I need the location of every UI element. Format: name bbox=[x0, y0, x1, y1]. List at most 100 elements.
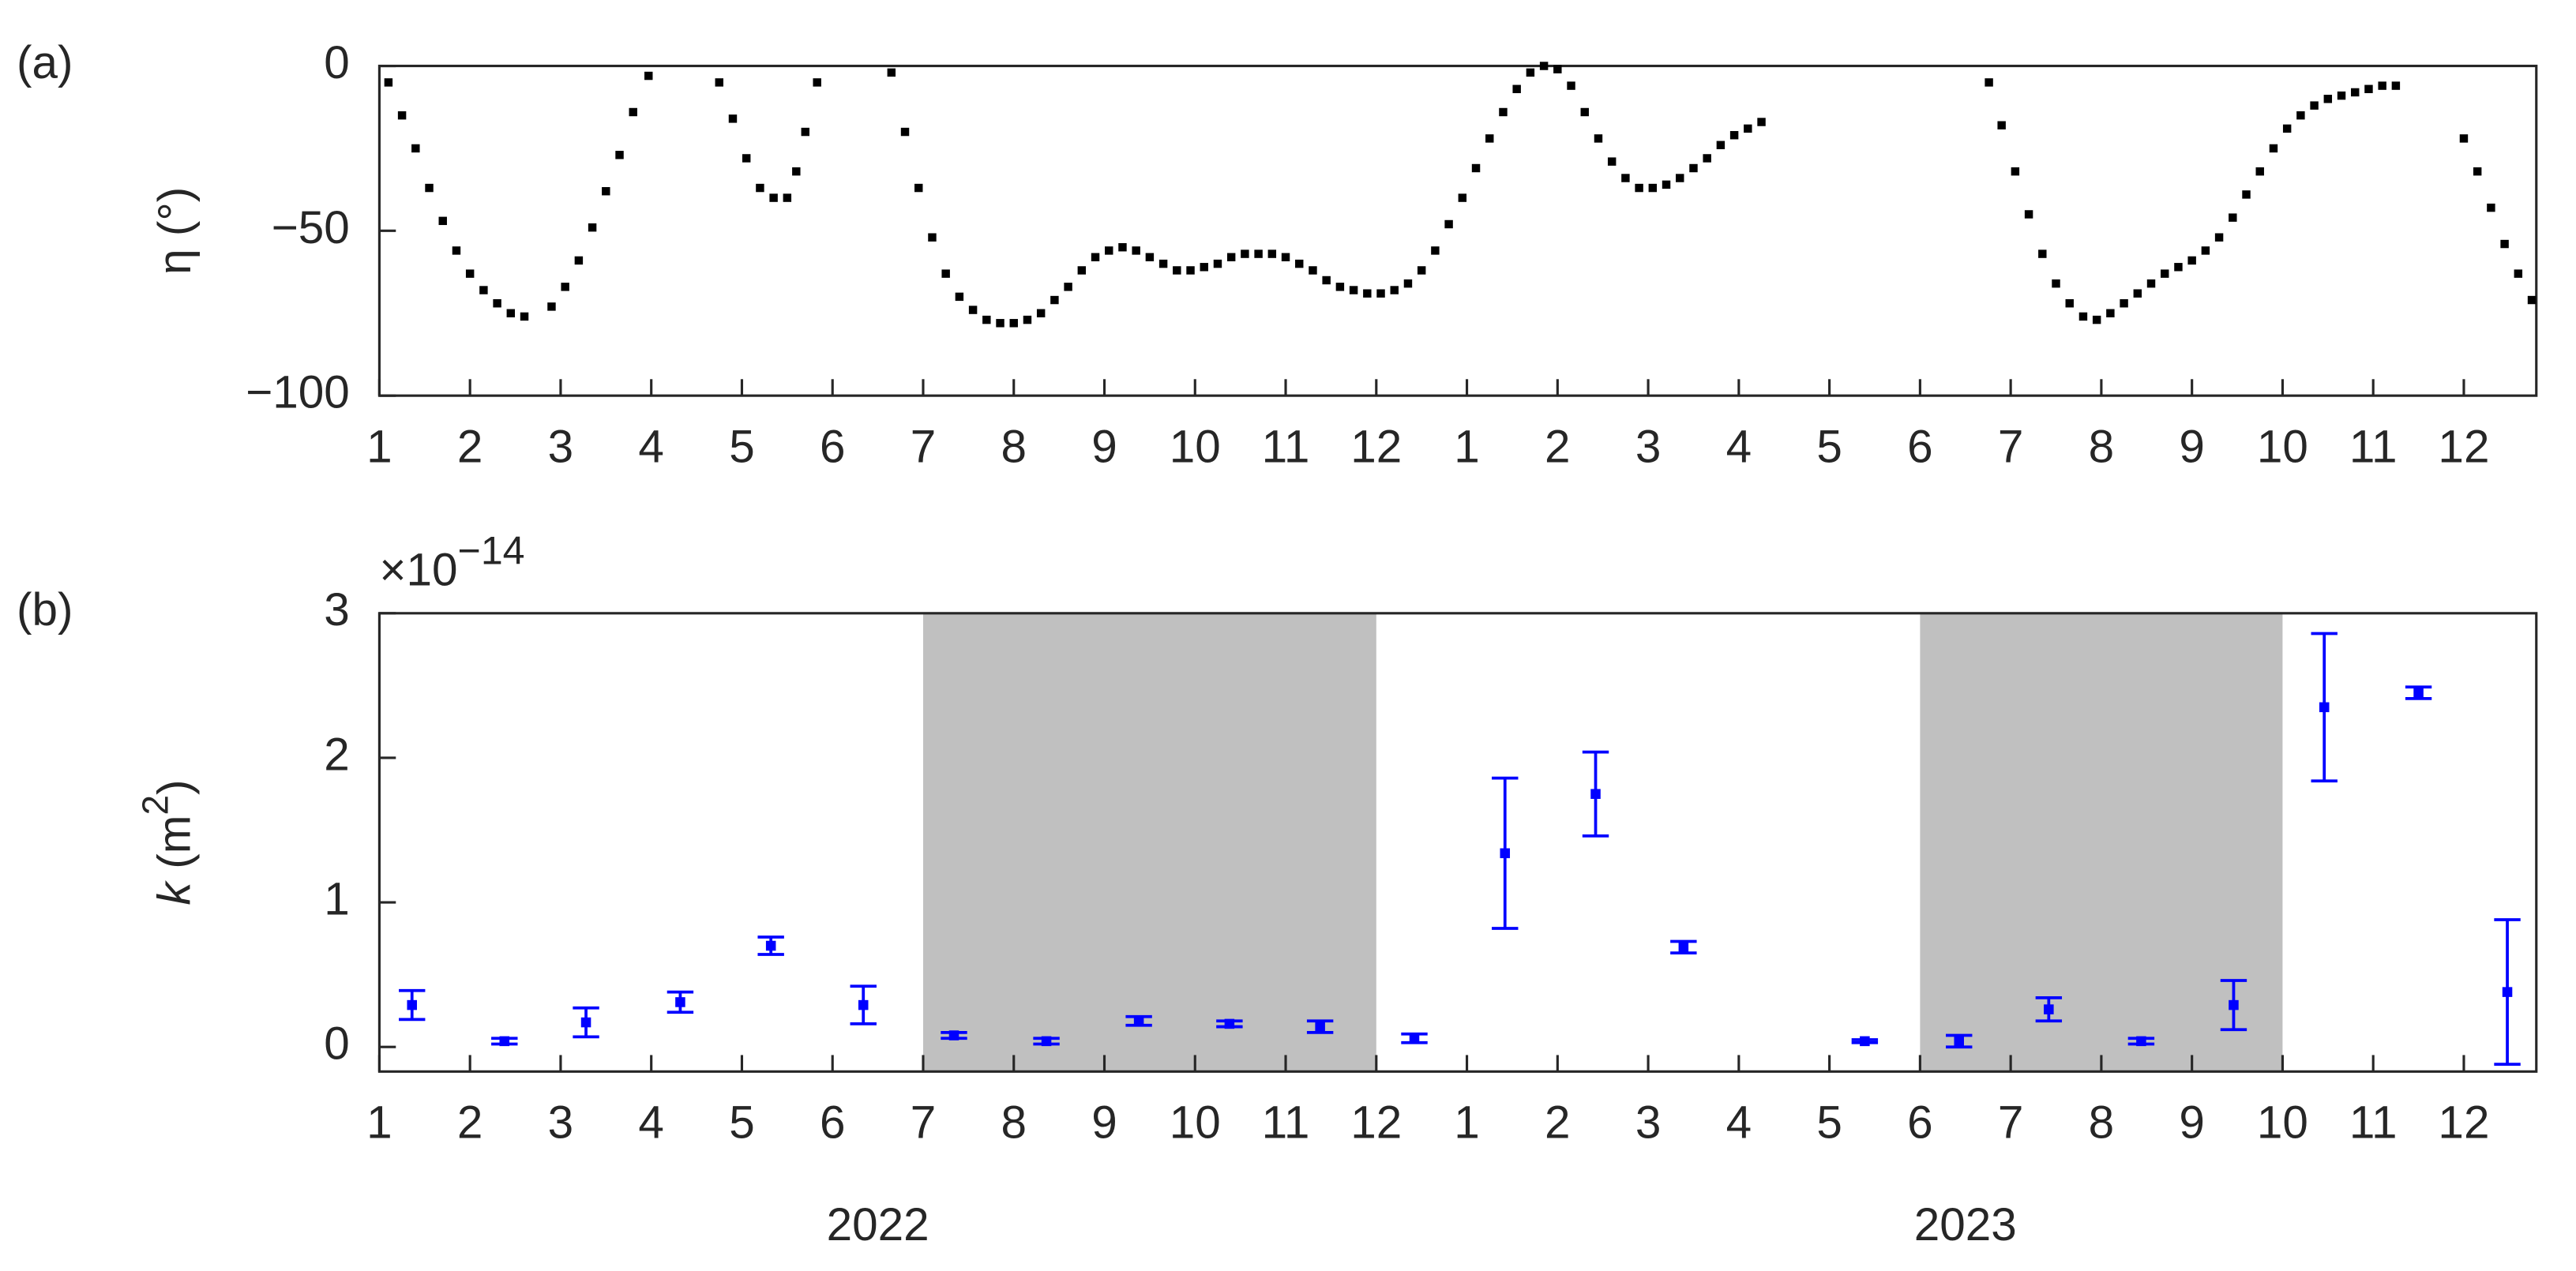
x-tick-label: 2 bbox=[457, 422, 483, 473]
data-point bbox=[1186, 266, 1195, 275]
data-point bbox=[1145, 253, 1155, 261]
x-tick-label: 4 bbox=[1726, 422, 1752, 473]
data-point bbox=[1036, 309, 1046, 317]
data-point bbox=[2500, 239, 2509, 249]
data-point bbox=[1662, 180, 1671, 189]
data-point bbox=[574, 256, 584, 265]
data-point bbox=[2214, 233, 2224, 242]
y-tick-label: −100 bbox=[246, 367, 350, 418]
x-tick-label: 7 bbox=[911, 1097, 937, 1149]
data-point bbox=[1594, 134, 1603, 143]
data-point bbox=[1403, 279, 1413, 288]
data-point bbox=[742, 154, 751, 163]
data-point bbox=[792, 167, 801, 176]
data-point bbox=[1580, 107, 1589, 117]
x-tick-label: 7 bbox=[1998, 422, 2024, 473]
data-point bbox=[1526, 68, 1535, 77]
data-point bbox=[1648, 183, 1658, 193]
data-point bbox=[1444, 219, 1453, 229]
data-point bbox=[1567, 81, 1575, 90]
axis-multiplier: ×10−14 bbox=[379, 529, 524, 596]
year-label: 2022 bbox=[827, 1199, 929, 1250]
data-point bbox=[941, 269, 950, 278]
panel-label: (b) bbox=[17, 584, 73, 636]
data-point bbox=[1512, 84, 1521, 93]
data-point bbox=[1431, 246, 1440, 255]
x-tick-label: 10 bbox=[1170, 1097, 1221, 1149]
data-point bbox=[1091, 253, 1100, 261]
y-tick-label: 0 bbox=[324, 37, 350, 88]
data-point bbox=[1689, 163, 1698, 173]
data-point bbox=[438, 216, 447, 226]
axes-box bbox=[377, 612, 2538, 1073]
data-point bbox=[2364, 84, 2373, 93]
x-tick-label: 12 bbox=[1350, 1097, 1402, 1149]
data-point bbox=[2487, 203, 2495, 212]
data-point bbox=[675, 997, 685, 1007]
data-point bbox=[1349, 286, 1358, 294]
y-label-unit: (m bbox=[149, 815, 201, 869]
data-point bbox=[2106, 309, 2115, 317]
data-point bbox=[629, 107, 637, 117]
data-point bbox=[1485, 134, 1494, 143]
data-point bbox=[1997, 121, 2006, 129]
data-point bbox=[2527, 295, 2537, 305]
x-tick-label: 8 bbox=[1001, 422, 1027, 473]
x-tick-label: 10 bbox=[2257, 1097, 2308, 1149]
data-point bbox=[1335, 283, 1345, 291]
data-point bbox=[2201, 246, 2210, 255]
x-tick-label: 4 bbox=[638, 1097, 664, 1149]
data-point bbox=[2052, 279, 2060, 288]
data-point bbox=[425, 183, 434, 193]
multiplier-exponent: −14 bbox=[458, 529, 525, 573]
data-point bbox=[1118, 243, 1127, 252]
x-tick-label: 5 bbox=[1816, 422, 1842, 473]
data-point bbox=[1315, 1022, 1325, 1032]
x-tick-label: 2 bbox=[1545, 422, 1571, 473]
data-point bbox=[1077, 266, 1087, 275]
data-point bbox=[1133, 1015, 1144, 1026]
x-tick-label: 2 bbox=[1545, 1097, 1571, 1149]
data-point bbox=[765, 940, 776, 951]
x-tick-label: 11 bbox=[1262, 422, 1310, 473]
data-point bbox=[2120, 299, 2128, 308]
data-point bbox=[2413, 688, 2424, 698]
data-point bbox=[1676, 174, 1684, 182]
data-point bbox=[887, 68, 896, 77]
data-point bbox=[982, 315, 991, 324]
x-tick-label: 2 bbox=[457, 1097, 483, 1149]
data-point bbox=[1678, 942, 1689, 953]
x-tick-label: 6 bbox=[820, 422, 846, 473]
data-point bbox=[1729, 131, 1739, 140]
data-point bbox=[801, 127, 810, 137]
data-point bbox=[1132, 246, 1140, 255]
data-point bbox=[2078, 312, 2088, 321]
data-point bbox=[996, 319, 1004, 328]
x-tick-label: 10 bbox=[1170, 422, 1221, 473]
x-tick-label: 1 bbox=[1454, 1097, 1480, 1149]
y-label-symbol: k bbox=[149, 880, 201, 905]
data-point bbox=[520, 312, 529, 321]
data-point bbox=[2337, 91, 2346, 100]
data-point bbox=[1200, 263, 1208, 272]
data-point bbox=[2038, 249, 2047, 258]
data-point bbox=[1041, 1036, 1052, 1047]
multiplier-base: ×10 bbox=[379, 545, 457, 596]
data-point bbox=[1226, 253, 1236, 261]
x-tick-label: 6 bbox=[1907, 1097, 1933, 1149]
x-tick-label: 12 bbox=[1350, 422, 1402, 473]
year-label: 2023 bbox=[1914, 1199, 2017, 1250]
x-tick-label: 7 bbox=[911, 422, 937, 473]
data-point bbox=[411, 144, 420, 153]
data-point bbox=[384, 78, 393, 87]
y-axis-label: η (°) bbox=[149, 187, 201, 275]
x-tick-label: 9 bbox=[2179, 1097, 2205, 1149]
data-point bbox=[2174, 263, 2183, 272]
data-point bbox=[493, 299, 501, 308]
x-tick-label: 3 bbox=[1635, 1097, 1662, 1149]
data-point bbox=[1744, 124, 1752, 133]
data-point bbox=[1458, 193, 1467, 202]
data-point bbox=[397, 111, 407, 120]
x-tick-label: 4 bbox=[638, 422, 664, 473]
